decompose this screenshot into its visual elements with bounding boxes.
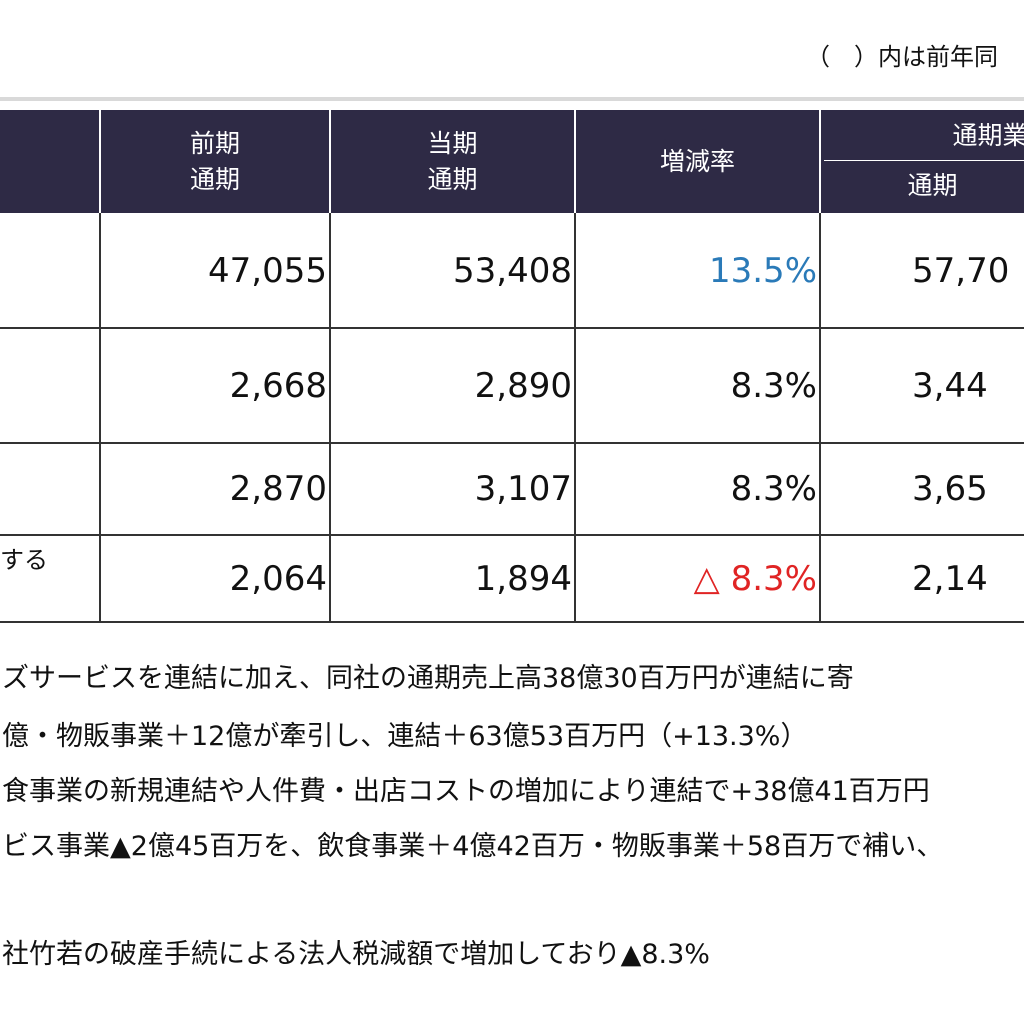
note-line: 食事業の新規連結や人件費・出店コストの増加により連結で+38億41百万円 <box>2 776 930 807</box>
row-line <box>0 327 1024 329</box>
column-line <box>329 213 331 622</box>
header-separator <box>99 110 101 213</box>
row-label: する <box>0 546 48 574</box>
cell-value: 3,107 <box>474 469 572 509</box>
cell-value: 2,14 <box>912 558 988 599</box>
cell-value: 8.3% <box>730 365 817 406</box>
row-line <box>0 442 1024 444</box>
cell-value: 8.3% <box>730 469 817 509</box>
header-separator <box>819 110 821 213</box>
column-line <box>99 213 101 622</box>
cell-value: 3,65 <box>912 469 988 509</box>
note-line: 億・物販事業＋12億が牽引し、連結＋63億53百万円（+13.3%） <box>2 721 808 752</box>
cell-value: 1,894 <box>474 558 572 599</box>
header-cell: 通期業 <box>952 121 1024 150</box>
cell-value: △ 8.3% <box>693 558 817 599</box>
table-header <box>0 110 1024 213</box>
header-separator <box>574 110 576 213</box>
cell-value: 13.5% <box>708 250 817 291</box>
cell-value: 57,70 <box>912 250 1010 291</box>
unit-note: （ ）内は前年同 <box>806 43 998 71</box>
header-cell: 通期 <box>427 164 478 194</box>
header-separator <box>329 110 331 213</box>
cell-value: 53,408 <box>453 250 572 291</box>
column-line <box>819 213 821 622</box>
header-sub-cell: 通期 <box>907 171 958 200</box>
header-cell: 当期 <box>427 128 478 158</box>
column-line <box>574 213 576 622</box>
cell-value: 3,44 <box>912 365 988 406</box>
note-line: 社竹若の破産手続による法人税減額で増加しており▲8.3% <box>2 939 710 970</box>
divider <box>0 97 1024 101</box>
cell-value: 47,055 <box>208 250 327 291</box>
header-cell: 増減率 <box>659 146 735 176</box>
cell-value: 2,870 <box>229 469 327 509</box>
note-line: ビス事業▲2億45百万を、飲食事業＋4億42百万・物販事業＋58百万で補い、 <box>2 831 944 862</box>
row-line <box>0 621 1024 623</box>
cell-value: 2,890 <box>474 365 572 406</box>
header-sub-separator <box>824 160 1024 161</box>
header-cell: 通期 <box>189 164 240 194</box>
note-line: ズサービスを連結に加え、同社の通期売上高38億30百万円が連結に寄 <box>2 663 854 694</box>
cell-value: 2,668 <box>229 365 327 406</box>
header-cell: 前期 <box>189 128 240 158</box>
cell-value: 2,064 <box>229 558 327 599</box>
row-line <box>0 534 1024 536</box>
